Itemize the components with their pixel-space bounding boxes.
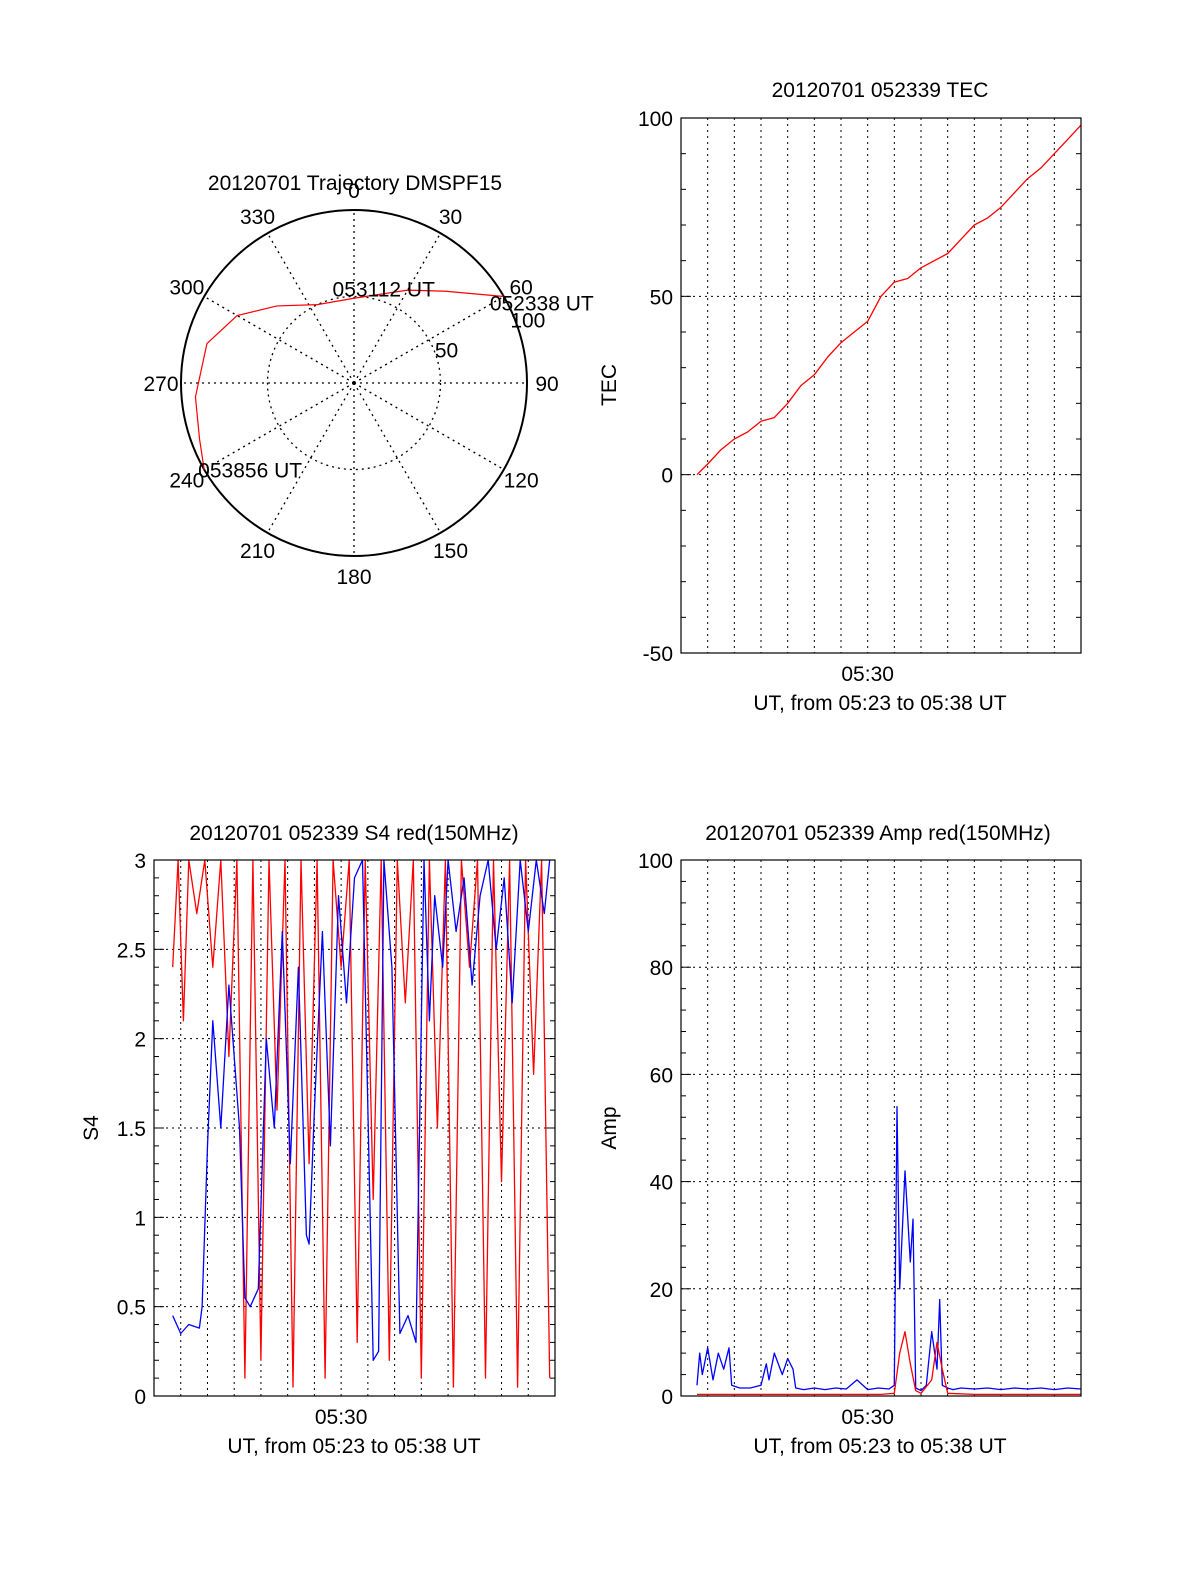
y-tick-label: 100 (638, 108, 673, 131)
tec-panel: 20120701 052339 TEC -50 0 50 100 05:30 TEC U… (598, 79, 1082, 715)
polar-spoke (353, 382, 442, 534)
plot-frame (153, 859, 556, 1397)
s4-xlabel: UT, from 05:23 to 05:38 UT (227, 1435, 480, 1458)
amp-title: 20120701 052339 Amp red(150MHz) (705, 822, 1051, 845)
amp-ylabel: Amp (598, 1106, 621, 1149)
azimuth-label: 150 (433, 540, 468, 563)
azimuth-label: 90 (535, 373, 558, 396)
azimuth-label: 300 (169, 277, 204, 300)
amp-xlabel: UT, from 05:23 to 05:38 UT (753, 1435, 1006, 1458)
polar-outer-circle (180, 209, 528, 557)
y-tick-label: 0.5 (117, 1297, 146, 1320)
polar-trajectory-panel: 20120701 Trajectory DMSPF15 0 30 60 90 120 15… (143, 172, 593, 589)
azimuth-label: 120 (504, 470, 539, 493)
azimuth-label: 0 (348, 180, 360, 203)
tec-xlabel: UT, from 05:23 to 05:38 UT (753, 692, 1006, 715)
polar-annotations: 052338 UT 053112 UT 053856 UT (198, 279, 594, 483)
radial-label: 50 (435, 339, 458, 362)
trajectory-annotation: 052338 UT (490, 293, 594, 316)
polar-grid (181, 210, 527, 556)
y-tick-label: 2.5 (117, 939, 146, 962)
x-tick-label: 05:30 (841, 1406, 894, 1429)
s4-panel: 20120701 052339 S4 red(150MHz) 0 0.5 1 1.5 2… (80, 822, 556, 1458)
y-tick-label: 3 (134, 850, 146, 873)
trajectory-annotation: 053112 UT (333, 279, 436, 302)
y-tick-label: 1.5 (117, 1118, 146, 1141)
y-tick-label: 0 (134, 1386, 146, 1409)
azimuth-label: 240 (169, 470, 204, 493)
plot-frame (680, 117, 1082, 654)
azimuth-label: 30 (439, 206, 462, 229)
y-tick-label: 1 (134, 1207, 146, 1230)
polar-radial-labels: 50 100 (435, 310, 545, 363)
polar-spoke (203, 295, 355, 384)
amp-plot-area: 0 20 40 60 80 100 05:30 (638, 850, 1082, 1429)
trajectory-annotation: 053856 UT (198, 460, 302, 483)
polar-title: 20120701 Trajectory DMSPF15 (208, 172, 502, 195)
azimuth-label: 270 (143, 373, 178, 396)
polar-spoke (266, 232, 355, 384)
y-tick-label: 80 (650, 957, 673, 980)
s4-ylabel: S4 (80, 1115, 103, 1141)
azimuth-label: 60 (509, 277, 532, 300)
y-tick-label: 50 (650, 286, 673, 309)
radial-label: 100 (510, 310, 545, 333)
y-tick-label: -50 (643, 643, 673, 666)
x-tick-label: 05:30 (841, 663, 894, 686)
polar-spoke (353, 295, 505, 384)
y-tick-label: 40 (650, 1172, 673, 1195)
s4-plot-area: 0 0.5 1 1.5 2 2.5 3 05:30 (117, 850, 556, 1429)
azimuth-label: 210 (240, 540, 275, 563)
series-line-0 (696, 124, 1082, 476)
y-tick-label: 2 (134, 1029, 146, 1052)
polar-spoke (353, 232, 442, 384)
trajectory-line (194, 289, 504, 470)
polar-spoke (266, 382, 355, 534)
tec-ylabel: TEC (598, 364, 621, 406)
y-tick-label: 0 (661, 1386, 673, 1409)
polar-azimuth-labels: 0 30 60 90 120 150 180 210 240 270 300 330 (143, 180, 558, 589)
y-tick-label: 0 (661, 465, 673, 488)
polar-trajectory-series (194, 289, 504, 470)
tec-title: 20120701 052339 TEC (772, 79, 989, 102)
y-tick-label: 20 (650, 1279, 673, 1302)
y-tick-label: 60 (650, 1064, 673, 1087)
azimuth-label: 330 (240, 206, 275, 229)
amp-panel: 20120701 052339 Amp red(150MHz) 0 20 40 60 8… (598, 822, 1082, 1458)
series-line-1 (697, 1331, 1081, 1396)
x-tick-label: 05:30 (315, 1406, 368, 1429)
series-line-0 (172, 859, 551, 1388)
polar-spoke (203, 382, 355, 471)
plot-frame (680, 859, 1082, 1397)
s4-title: 20120701 052339 S4 red(150MHz) (189, 822, 518, 845)
y-tick-label: 100 (638, 850, 673, 873)
polar-ring (266, 295, 442, 471)
azimuth-label: 180 (336, 566, 371, 589)
polar-spoke (353, 382, 505, 471)
tec-plot-area: -50 0 50 100 05:30 (638, 108, 1082, 686)
series-line-0 (696, 1105, 1082, 1392)
